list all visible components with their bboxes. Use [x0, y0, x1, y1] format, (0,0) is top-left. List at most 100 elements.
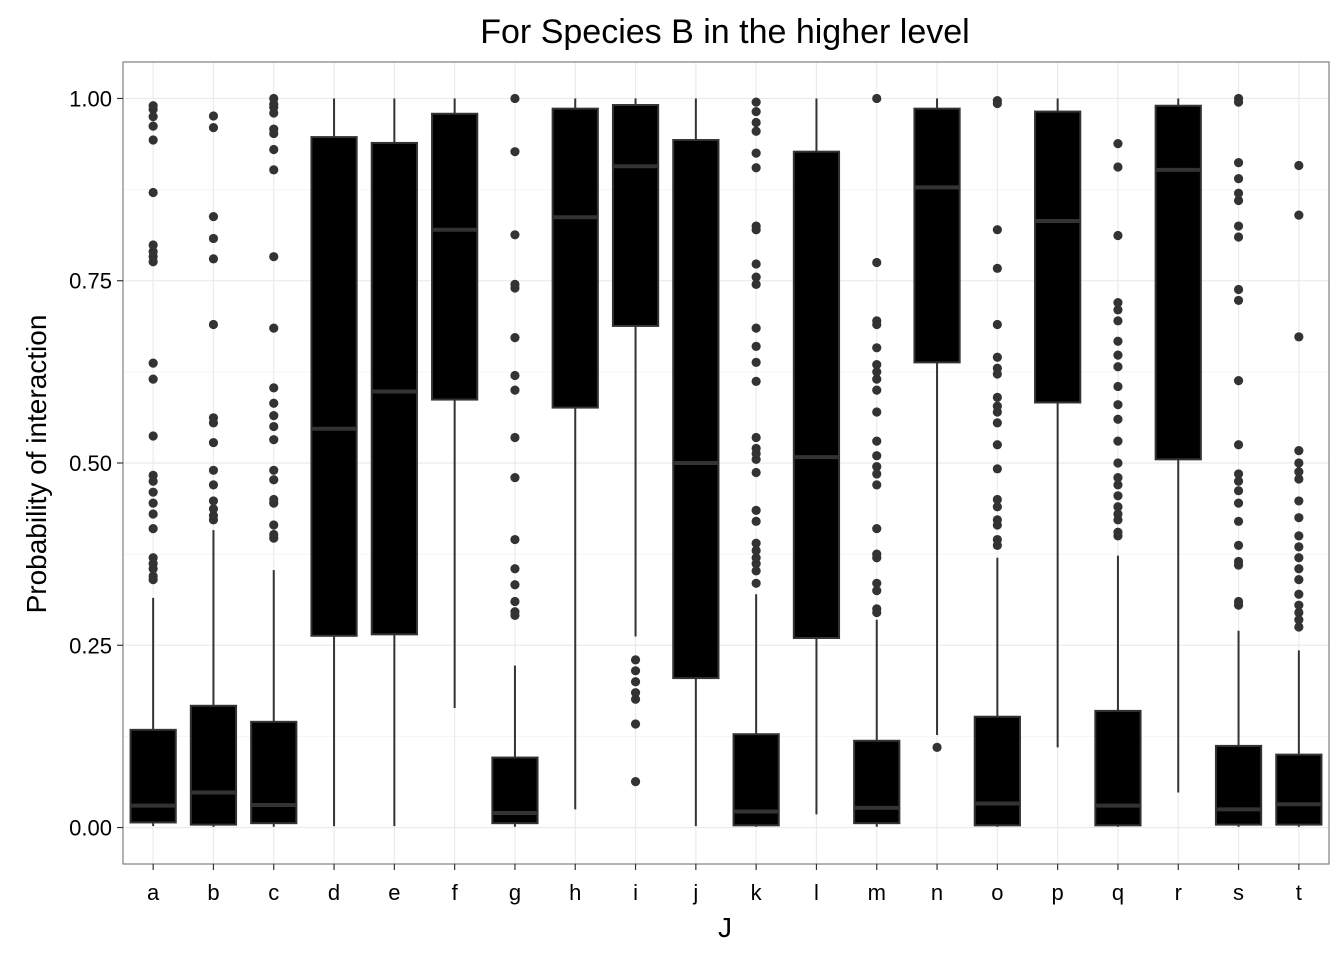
outlier-point: [1233, 158, 1244, 168]
outlier-point: [872, 469, 882, 479]
box-b: [189, 111, 238, 827]
outlier-point: [148, 487, 158, 497]
outlier-point: [510, 279, 520, 289]
outlier-point: [751, 432, 761, 443]
iqr-box: [370, 141, 418, 636]
iqr-box: [1154, 104, 1202, 461]
plot-panel: [122, 61, 1330, 865]
iqr-box: [310, 136, 358, 637]
outlier-point: [1294, 496, 1304, 506]
outlier-point: [148, 553, 158, 563]
outlier-point: [872, 367, 882, 377]
x-tick-label: h: [569, 880, 581, 905]
outlier-point: [1294, 589, 1304, 599]
x-tick-label: f: [452, 880, 459, 905]
outlier-point: [269, 93, 279, 104]
box-d: [310, 98, 358, 827]
outlier-point: [1294, 575, 1304, 585]
x-tick-label: t: [1296, 880, 1302, 905]
outlier-point: [148, 246, 158, 257]
outlier-point: [872, 93, 882, 104]
outlier-point: [1113, 336, 1123, 346]
x-tick-label: n: [931, 880, 943, 905]
outlier-point: [630, 666, 641, 676]
outlier-point: [1113, 414, 1123, 424]
outlier-point: [1294, 531, 1304, 541]
outlier-point: [148, 470, 158, 480]
outlier-point: [1233, 540, 1244, 550]
box-h: [551, 98, 599, 810]
box-l: [792, 98, 841, 815]
outlier-point: [1113, 305, 1123, 315]
outlier-point: [510, 230, 520, 240]
outlier-point: [208, 437, 219, 448]
outlier-point: [751, 97, 761, 107]
x-tick-label: g: [509, 880, 521, 905]
iqr-box: [973, 715, 1021, 827]
outlier-point: [269, 520, 279, 530]
outlier-point: [1113, 480, 1123, 490]
outlier-point: [992, 352, 1002, 362]
outlier-point: [872, 462, 882, 472]
outlier-point: [1113, 298, 1123, 308]
outlier-point: [751, 148, 761, 158]
outlier-point: [510, 534, 520, 545]
outlier-point: [992, 440, 1002, 450]
outlier-point: [992, 401, 1002, 411]
outlier-point: [510, 472, 520, 483]
y-tick-label: 0.75: [69, 269, 112, 294]
outlier-point: [872, 604, 882, 614]
outlier-point: [630, 677, 641, 687]
outlier-point: [148, 135, 158, 145]
outlier-point: [1113, 162, 1123, 172]
outlier-point: [751, 279, 761, 289]
iqr-box: [1094, 709, 1142, 827]
x-tick-label: d: [328, 880, 340, 905]
outlier-point: [992, 494, 1002, 505]
outlier-point: [208, 111, 219, 121]
outlier-point: [269, 494, 279, 505]
box-o: [973, 96, 1021, 827]
outlier-point: [872, 316, 882, 326]
outlier-point: [1294, 607, 1304, 618]
outlier-point: [1233, 440, 1244, 450]
outlier-point: [1113, 527, 1123, 537]
x-tick-label: b: [207, 880, 219, 905]
iqr-box: [792, 150, 841, 639]
outlier-point: [872, 451, 882, 461]
outlier-point: [751, 259, 761, 269]
box-m: [853, 93, 901, 827]
outlier-point: [510, 432, 520, 443]
iqr-box: [551, 107, 599, 409]
outlier-point: [269, 421, 279, 432]
outlier-point: [148, 358, 158, 368]
outlier-point: [751, 106, 761, 117]
outlier-point: [269, 398, 279, 408]
outlier-point: [269, 435, 279, 445]
outlier-point: [751, 323, 761, 333]
outlier-point: [1233, 188, 1244, 198]
outlier-point: [208, 233, 219, 244]
x-tick-label: p: [1052, 880, 1064, 905]
x-tick-label: k: [751, 880, 763, 905]
outlier-point: [992, 392, 1002, 402]
box-a: [129, 101, 177, 827]
iqr-box: [672, 139, 720, 680]
outlier-point: [1294, 332, 1304, 342]
outlier-point: [1294, 160, 1304, 171]
outlier-point: [872, 407, 882, 417]
x-tick-label: r: [1175, 880, 1182, 905]
outlier-point: [510, 580, 520, 590]
outlier-point: [148, 121, 158, 131]
box-e: [370, 98, 418, 827]
outlier-point: [1233, 498, 1244, 508]
outlier-point: [992, 534, 1002, 545]
outlier-point: [269, 465, 279, 475]
outlier-point: [872, 585, 882, 596]
outlier-point: [148, 112, 158, 122]
outlier-point: [751, 467, 761, 478]
outlier-point: [1233, 596, 1244, 607]
outlier-point: [1233, 195, 1244, 206]
outlier-point: [1113, 436, 1123, 446]
